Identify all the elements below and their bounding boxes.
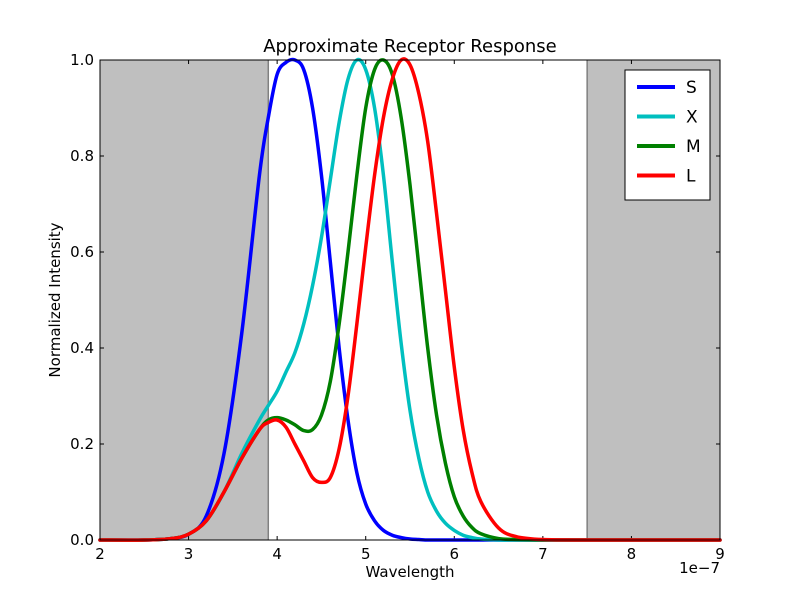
x-offset-label: 1e−7 bbox=[679, 559, 720, 577]
plot-area-frame bbox=[99, 59, 721, 541]
y-tick-label: 0.2 bbox=[70, 435, 94, 453]
y-tick-label: 0.0 bbox=[70, 531, 94, 549]
series-line-X bbox=[98, 57, 722, 542]
y-tick-label: 0.4 bbox=[70, 339, 94, 357]
x-tick-label: 5 bbox=[361, 545, 371, 563]
chart-title: Approximate Receptor Response bbox=[263, 36, 557, 57]
shaded-regions bbox=[100, 60, 720, 540]
y-tick-label: 1.0 bbox=[70, 51, 94, 69]
y-axis-label: Normalized Intensity bbox=[46, 222, 64, 377]
x-tick-label: 7 bbox=[538, 545, 548, 563]
legend-frame bbox=[624, 69, 711, 201]
series-line-L bbox=[98, 57, 722, 542]
x-tick-label: 9 bbox=[715, 545, 725, 563]
legend-label-L: L bbox=[686, 167, 696, 187]
shaded-region-1 bbox=[100, 60, 269, 540]
x-axis-label: Wavelength bbox=[366, 563, 455, 581]
y-tick-label: 0.8 bbox=[70, 147, 94, 165]
legend-label-X: X bbox=[686, 108, 698, 128]
tick-labels: 2 3 4 5 6 7 8 9 0.0 0.2 0.4 0.6 0.8 1.0 bbox=[70, 51, 725, 563]
x-tick-label: 4 bbox=[272, 545, 282, 563]
legend-label-M: M bbox=[686, 137, 701, 157]
x-tick-label: 3 bbox=[184, 545, 194, 563]
x-tick-label: 6 bbox=[450, 545, 460, 563]
y-tick-label: 0.6 bbox=[70, 243, 94, 261]
legend-label-S: S bbox=[686, 78, 697, 98]
x-tick-label: 2 bbox=[95, 545, 105, 563]
x-tick-label: 8 bbox=[627, 545, 637, 563]
